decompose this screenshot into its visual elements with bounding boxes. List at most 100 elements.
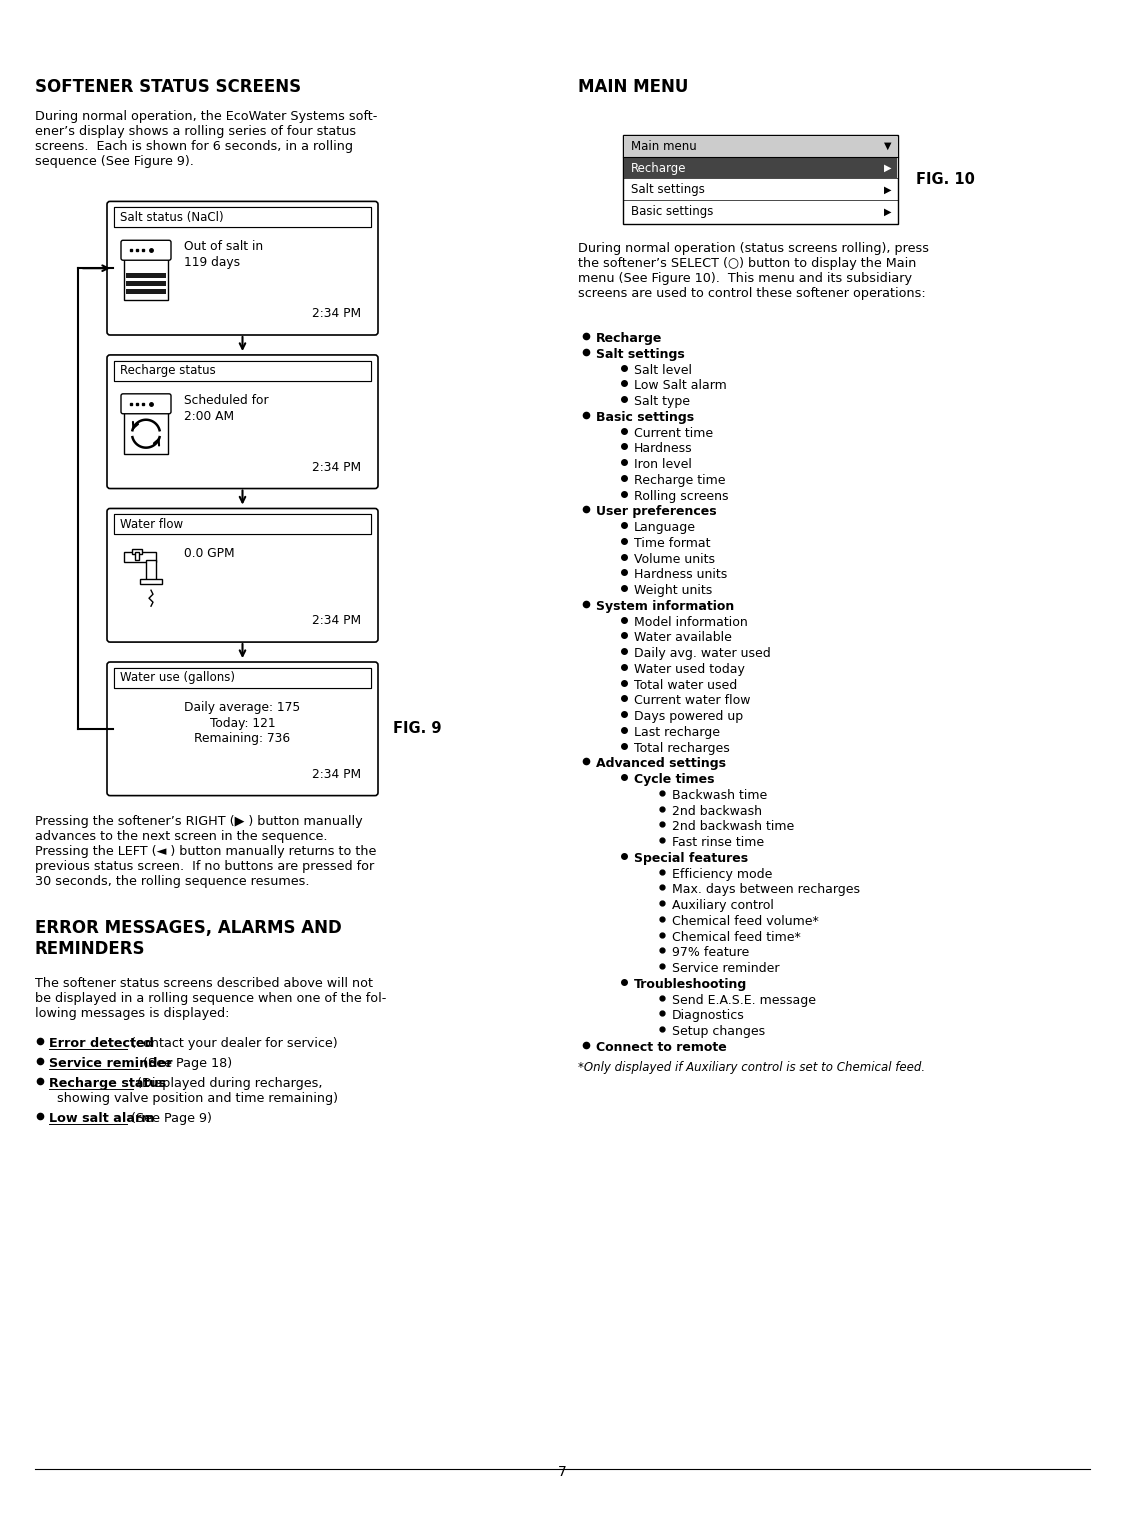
- Text: Total water used: Total water used: [634, 679, 737, 691]
- Text: 2:34 PM: 2:34 PM: [312, 307, 361, 320]
- Text: (See Page 18): (See Page 18): [138, 1056, 232, 1070]
- Text: Salt type: Salt type: [634, 396, 690, 408]
- Bar: [624, 135, 897, 157]
- Text: Scheduled for: Scheduled for: [184, 394, 269, 406]
- Text: Special features: Special features: [634, 852, 748, 864]
- Bar: [132, 549, 142, 554]
- Text: Salt level: Salt level: [634, 364, 692, 376]
- Text: Salt settings: Salt settings: [631, 184, 705, 196]
- Text: (See Page 9): (See Page 9): [127, 1111, 213, 1125]
- Text: *Only displayed if Auxiliary control is set to Chemical feed.: *Only displayed if Auxiliary control is …: [578, 1061, 925, 1073]
- Text: Recharge status: Recharge status: [50, 1076, 166, 1090]
- Text: During normal operation (status screens rolling), press
the softener’s SELECT (○: During normal operation (status screens …: [578, 242, 929, 300]
- Text: The softener status screens described above will not
be displayed in a rolling s: The softener status screens described ab…: [35, 977, 386, 1020]
- Bar: [135, 552, 140, 560]
- Text: Cycle times: Cycle times: [634, 773, 714, 785]
- Text: Fast rinse time: Fast rinse time: [672, 836, 764, 849]
- Text: 2:00 AM: 2:00 AM: [184, 409, 234, 423]
- FancyBboxPatch shape: [107, 201, 378, 335]
- Text: Low Salt alarm: Low Salt alarm: [634, 379, 727, 393]
- Text: Salt settings: Salt settings: [596, 347, 685, 361]
- Text: Service reminder: Service reminder: [50, 1056, 172, 1070]
- Text: 2:34 PM: 2:34 PM: [312, 461, 361, 473]
- Text: Days powered up: Days powered up: [634, 711, 744, 723]
- Text: Daily avg. water used: Daily avg. water used: [634, 647, 771, 661]
- Bar: [624, 158, 897, 178]
- Text: Low salt alarm: Low salt alarm: [50, 1111, 154, 1125]
- Text: Volume units: Volume units: [634, 552, 716, 566]
- Text: Last recharge: Last recharge: [634, 726, 720, 738]
- Text: Time format: Time format: [634, 537, 711, 549]
- Text: ▶: ▶: [884, 186, 892, 195]
- Text: Setup changes: Setup changes: [672, 1026, 765, 1038]
- Text: Water use (gallons): Water use (gallons): [120, 671, 235, 685]
- Text: Language: Language: [634, 521, 696, 534]
- Text: Current water flow: Current water flow: [634, 694, 750, 708]
- Bar: [140, 580, 162, 584]
- FancyBboxPatch shape: [107, 662, 378, 796]
- Bar: [623, 134, 898, 224]
- Text: FIG. 9: FIG. 9: [393, 721, 441, 737]
- Text: S Y S T E M S: S Y S T E M S: [18, 46, 90, 56]
- Text: Today: 121: Today: 121: [209, 717, 276, 731]
- Text: Chemical feed time*: Chemical feed time*: [672, 930, 801, 944]
- Text: System information: System information: [596, 600, 735, 613]
- Text: ▶: ▶: [884, 163, 892, 174]
- Text: Recharge: Recharge: [596, 332, 663, 345]
- FancyBboxPatch shape: [122, 240, 171, 260]
- FancyBboxPatch shape: [114, 207, 371, 227]
- Text: Basic settings: Basic settings: [596, 411, 694, 423]
- Text: Recharge: Recharge: [631, 161, 686, 175]
- Bar: [114, 514, 371, 534]
- Text: During normal operation, the EcoWater Systems soft-
ener’s display shows a rolli: During normal operation, the EcoWater Sy…: [35, 110, 377, 167]
- Bar: [114, 361, 371, 380]
- Bar: [126, 289, 166, 294]
- Text: Recharge status: Recharge status: [120, 364, 216, 377]
- Text: 2nd backwash time: 2nd backwash time: [672, 820, 794, 834]
- Text: Out of salt in: Out of salt in: [184, 240, 263, 253]
- Text: Model information: Model information: [634, 615, 748, 629]
- Text: Remaining: 736: Remaining: 736: [195, 732, 290, 744]
- Text: Iron level: Iron level: [634, 458, 692, 470]
- Text: Send E.A.S.E. message: Send E.A.S.E. message: [672, 994, 816, 1006]
- FancyBboxPatch shape: [107, 508, 378, 642]
- Text: Water available: Water available: [634, 632, 732, 644]
- FancyBboxPatch shape: [107, 355, 378, 489]
- Text: (Displayed during recharges,: (Displayed during recharges,: [133, 1076, 323, 1090]
- Text: Basic settings: Basic settings: [631, 205, 713, 218]
- Text: Troubleshooting: Troubleshooting: [634, 977, 747, 991]
- Text: Error detected: Error detected: [50, 1036, 154, 1050]
- Text: 0.0 GPM: 0.0 GPM: [184, 548, 235, 560]
- FancyBboxPatch shape: [122, 394, 171, 414]
- Text: Rolling screens: Rolling screens: [634, 490, 729, 502]
- Text: 2:34 PM: 2:34 PM: [312, 613, 361, 627]
- Text: Water used today: Water used today: [634, 662, 745, 676]
- Text: ECOWATER: ECOWATER: [18, 14, 108, 29]
- Text: Salt status (NaCl): Salt status (NaCl): [120, 212, 224, 224]
- Bar: [124, 552, 156, 562]
- Text: Current time: Current time: [634, 426, 713, 440]
- Bar: [114, 207, 371, 227]
- Text: 7: 7: [558, 1464, 566, 1478]
- Text: User preferences: User preferences: [596, 505, 717, 519]
- Text: Max. days between recharges: Max. days between recharges: [672, 883, 860, 896]
- Bar: [124, 408, 168, 454]
- Bar: [124, 254, 168, 300]
- Text: ▶: ▶: [884, 207, 892, 216]
- Bar: [114, 668, 371, 688]
- Text: Main menu: Main menu: [631, 140, 696, 152]
- Text: Weight units: Weight units: [634, 584, 712, 597]
- FancyBboxPatch shape: [114, 668, 371, 688]
- Text: Connect to remote: Connect to remote: [596, 1041, 727, 1053]
- Text: 2nd backwash: 2nd backwash: [672, 805, 762, 817]
- FancyBboxPatch shape: [114, 514, 371, 534]
- Text: ▼: ▼: [884, 142, 892, 151]
- Text: Total recharges: Total recharges: [634, 741, 730, 755]
- Text: Auxiliary control: Auxiliary control: [672, 900, 774, 912]
- Text: Pressing the softener’s RIGHT (▶ ) button manually
advances to the next screen i: Pressing the softener’s RIGHT (▶ ) butto…: [35, 814, 377, 887]
- Text: SOFTENER STATUS SCREENS: SOFTENER STATUS SCREENS: [35, 78, 302, 96]
- Text: Hardness: Hardness: [634, 443, 693, 455]
- Bar: [126, 282, 166, 286]
- Text: (contact your dealer for service): (contact your dealer for service): [127, 1036, 338, 1050]
- Text: Backwash time: Backwash time: [672, 788, 767, 802]
